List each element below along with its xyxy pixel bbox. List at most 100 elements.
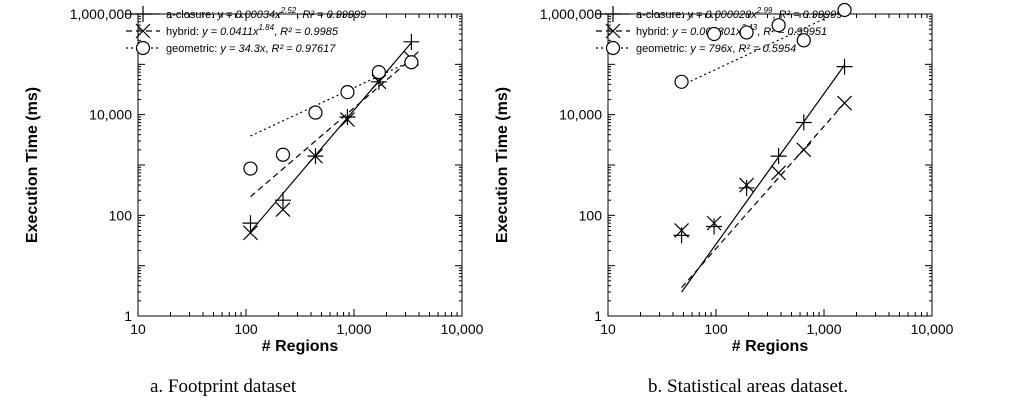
data-point-hybrid <box>771 165 787 181</box>
legend-separator: , <box>757 26 763 38</box>
data-point-hybrid <box>275 202 291 218</box>
legend-separator: , <box>772 9 778 21</box>
data-point-hybrid <box>243 225 258 241</box>
caption-a: a. Footprint dataset <box>150 376 297 397</box>
legend-marker-hybrid <box>605 23 621 39</box>
chart-panel-1: 10 100 1,000 10,000 1 100 10,000 1,000,000 # Reg… <box>494 2 954 355</box>
x-tick-label: 10 <box>600 321 616 337</box>
legend-exponent: 2.99 <box>756 6 773 15</box>
y-tick-label: 1 <box>124 308 132 324</box>
x-tick-label: 100 <box>234 321 258 337</box>
legend-marker-a-closure <box>135 6 151 22</box>
y-tick-label: 10,000 <box>89 107 132 123</box>
legend-equation: y = 0.00034x <box>216 9 281 21</box>
y-tick-label: 1,000,000 <box>70 6 132 22</box>
marker-d2 <box>674 223 689 238</box>
data-point-geometric <box>771 18 786 33</box>
legend-label-a-closure: a-closure: y = 0.00034x2.52, R² = 0.9999… <box>166 6 366 21</box>
data-point-geometric <box>371 65 386 80</box>
data-point-a-closure <box>738 179 755 196</box>
legend-series-name: geometric: <box>166 43 220 55</box>
marker-d2 <box>135 23 151 39</box>
x-axis-title: # Regions <box>732 338 809 355</box>
data-point-geometric <box>706 26 722 42</box>
legend-equation: y = 796x <box>689 43 732 55</box>
legend-label-a-closure: a-closure: y = 0.000028x2.99, R² = 0.999… <box>636 6 842 21</box>
marker-d2 <box>771 165 787 181</box>
fit-line-hybrid <box>250 58 412 198</box>
data-point-geometric <box>796 33 811 48</box>
marker-d2 <box>275 202 291 218</box>
marker-d2 <box>796 142 812 158</box>
data-point-a-closure <box>403 33 420 50</box>
legend-r2: R² = 0.99999 <box>302 9 366 21</box>
data-point-hybrid <box>706 215 722 231</box>
legend-marker-geometric <box>135 40 151 56</box>
legend-separator: , <box>265 43 271 55</box>
x-axis-title: # Regions <box>262 338 339 355</box>
legend-separator: , <box>732 43 738 55</box>
marker-d2 <box>706 215 722 231</box>
legend-r2: R² = 0.9985 <box>280 26 339 38</box>
data-point-geometric <box>837 2 852 18</box>
data-point-a-closure <box>795 114 812 131</box>
marker-d2 <box>340 112 355 127</box>
legend-marker-hybrid <box>135 23 151 39</box>
x-tick-label: 10,000 <box>911 321 954 337</box>
legend-series-name: a-closure: <box>166 9 217 21</box>
data-point-geometric <box>308 105 323 120</box>
legend-separator: , <box>296 9 302 21</box>
data-point-hybrid <box>837 95 852 111</box>
data-point-geometric <box>340 85 355 100</box>
legend-separator: , <box>274 26 280 38</box>
y-tick-label: 1 <box>594 308 602 324</box>
data-point-hybrid <box>674 223 689 238</box>
legend-series-name: geometric: <box>636 43 690 55</box>
marker-d2 <box>837 95 852 111</box>
chart-panel-0: 10 100 1,000 10,000 1 100 10,000 1,000,000 # Reg… <box>24 6 484 355</box>
legend-exponent: 1.84 <box>258 23 274 32</box>
marker-d2 <box>605 23 621 39</box>
x-tick-label: 10 <box>130 321 146 337</box>
y-tick-label: 100 <box>579 207 603 223</box>
data-point-geometric <box>275 147 291 162</box>
data-point-hybrid <box>739 177 755 193</box>
data-point-a-closure <box>770 148 787 165</box>
legend-r2: R² = 0.97617 <box>272 43 337 55</box>
x-tick-label: 100 <box>704 321 728 337</box>
data-point-a-closure <box>339 108 356 125</box>
legend-equation: y = 0.000028x <box>686 9 757 21</box>
legend-r2: R² = 0.5954 <box>738 43 796 55</box>
y-tick-label: 100 <box>109 207 133 223</box>
data-point-hybrid <box>340 112 355 127</box>
legend-label-geometric: geometric: y = 796x, R² = 0.5954 <box>636 43 796 55</box>
data-point-geometric <box>674 74 689 89</box>
data-point-a-closure <box>274 192 291 209</box>
y-axis-title: Execution Time (ms) <box>494 87 511 243</box>
marker-d2 <box>243 225 258 241</box>
y-tick-label: 1,000,000 <box>540 6 602 22</box>
data-point-geometric <box>243 161 258 176</box>
x-tick-label: 1,000 <box>806 321 841 337</box>
legend-label-hybrid: hybrid: y = 0.0411x1.84, R² = 0.9985 <box>166 23 339 38</box>
legend-marker-a-closure <box>605 6 621 22</box>
fit-line-geometric <box>250 60 412 137</box>
marker-d2 <box>308 148 323 164</box>
y-tick-label: 10,000 <box>559 107 602 123</box>
legend-equation: y = 0.000301x <box>671 26 742 38</box>
y-axis-title: Execution Time (ms) <box>24 87 41 243</box>
legend-series-name: a-closure: <box>636 9 687 21</box>
data-point-hybrid <box>796 142 812 158</box>
legend-exponent: 2.52 <box>280 6 297 15</box>
fit-line-hybrid <box>681 102 846 289</box>
legend-r2: R² = 0.99999 <box>778 9 842 21</box>
legend-series-name: hybrid: <box>166 26 202 38</box>
data-point-geometric <box>739 25 754 40</box>
plot-frame <box>607 13 933 317</box>
x-tick-label: 1,000 <box>336 321 371 337</box>
legend-label-geometric: geometric: y = 34.3x, R² = 0.97617 <box>166 43 336 55</box>
data-point-geometric <box>404 55 419 70</box>
data-point-a-closure <box>242 215 259 232</box>
legend-equation: y = 34.3x <box>219 43 265 55</box>
data-point-a-closure <box>706 218 723 235</box>
